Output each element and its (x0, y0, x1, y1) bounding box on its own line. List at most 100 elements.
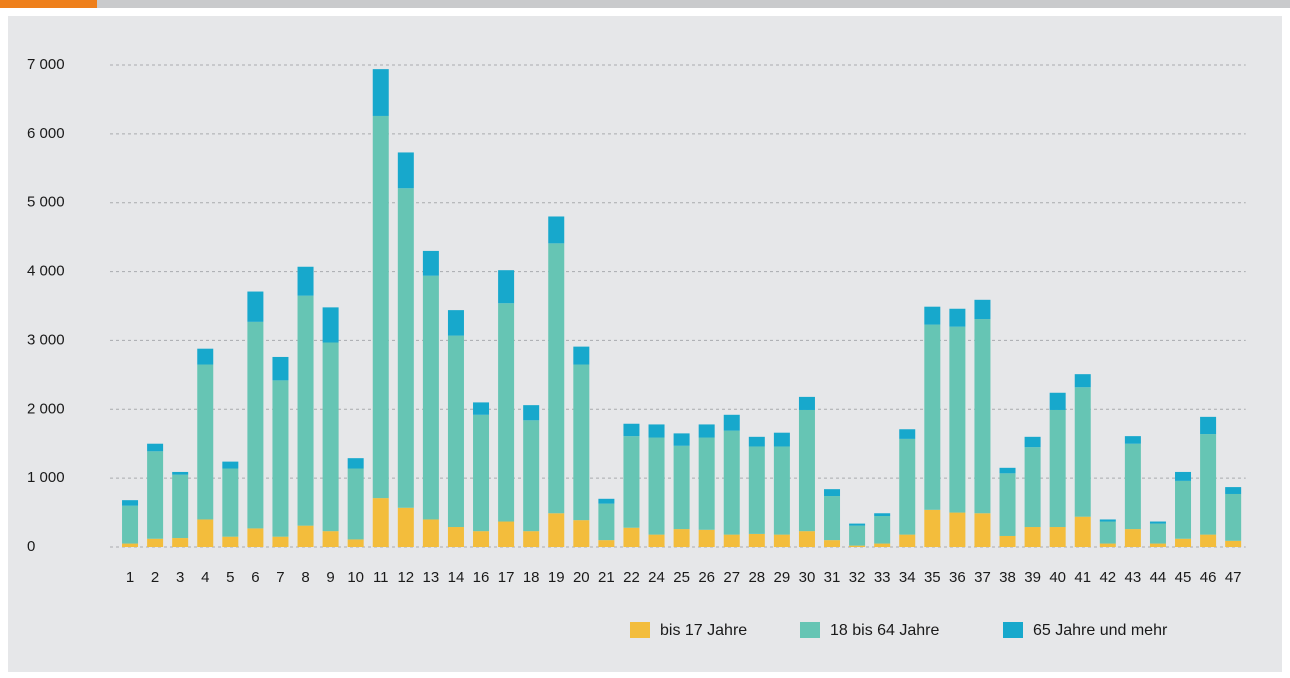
bar-segment (1200, 534, 1217, 547)
bar-segment (523, 405, 540, 421)
bar-segment (1074, 516, 1091, 547)
x-tick-label: 39 (1024, 569, 1041, 586)
bar-segment (773, 432, 790, 447)
x-tick-label: 44 (1150, 569, 1167, 586)
bar-segment (974, 513, 991, 547)
y-tick-label: 3 000 (27, 331, 65, 348)
bar-segment (623, 423, 640, 437)
accent-strip (0, 0, 97, 8)
x-tick-label: 25 (673, 569, 690, 586)
bar-segment (1225, 487, 1242, 494)
bar-segment (523, 420, 540, 532)
bar-segment (422, 275, 439, 520)
bar-segment (949, 308, 966, 327)
bar-segment (1099, 519, 1116, 522)
bar-segment (1099, 521, 1116, 544)
legend-swatch (800, 622, 820, 638)
bar-segment (473, 402, 490, 415)
bar-segment (272, 380, 289, 537)
x-tick-label: 8 (301, 569, 309, 586)
bar-segment (698, 529, 715, 547)
top-strip (0, 0, 1290, 8)
bar-segment (422, 519, 439, 547)
bar-segment (1175, 471, 1192, 481)
x-tick-label: 2 (151, 569, 159, 586)
bar-segment (422, 250, 439, 276)
x-tick-label: 28 (748, 569, 765, 586)
bar-segment (1225, 493, 1242, 541)
bar-segment (748, 446, 765, 534)
bar-segment (1074, 387, 1091, 517)
bar-segment (1149, 543, 1166, 547)
bar-segment (999, 473, 1016, 536)
y-tick-label: 1 000 (27, 469, 65, 486)
bar-segment (1024, 436, 1041, 448)
bar-segment (623, 436, 640, 528)
bar-segment (673, 433, 690, 446)
x-tick-label: 31 (824, 569, 841, 586)
x-tick-label: 42 (1099, 569, 1116, 586)
x-tick-label: 36 (949, 569, 966, 586)
bar-segment (1149, 523, 1166, 544)
bar-segment (1049, 392, 1066, 410)
x-tick-label: 17 (498, 569, 515, 586)
x-tick-label: 26 (698, 569, 715, 586)
x-tick-label: 22 (623, 569, 640, 586)
bar-segment (748, 436, 765, 447)
bar-segment (222, 468, 239, 537)
x-tick-label: 29 (774, 569, 791, 586)
x-tick-label: 27 (723, 569, 740, 586)
bar-segment (924, 324, 941, 510)
bar-segment (1175, 538, 1192, 547)
bar-segment (698, 437, 715, 530)
y-tick-label: 7 000 (27, 56, 65, 73)
bar-segment (1124, 529, 1141, 547)
x-tick-label: 5 (226, 569, 234, 586)
bar-segment (197, 364, 214, 520)
x-tick-label: 34 (899, 569, 916, 586)
bar-segment (1074, 374, 1091, 388)
bar-segment (1200, 434, 1217, 535)
bar-segment (498, 521, 515, 547)
legend-swatch (630, 622, 650, 638)
bar-segment (648, 437, 665, 535)
bar-segment (974, 319, 991, 514)
x-tick-label: 14 (448, 569, 465, 586)
bar-segment (222, 536, 239, 547)
x-tick-label: 24 (648, 569, 665, 586)
bar-segment (147, 443, 164, 452)
y-tick-label: 4 000 (27, 263, 65, 280)
bar-segment (673, 445, 690, 530)
bar-segment (673, 529, 690, 547)
bar-segment (849, 523, 866, 526)
y-tick-label: 5 000 (27, 194, 65, 211)
x-tick-label: 20 (573, 569, 590, 586)
bar-segment (1124, 436, 1141, 444)
bar-segment (648, 534, 665, 547)
x-tick-label: 45 (1175, 569, 1192, 586)
bar-segment (899, 429, 916, 439)
x-tick-label: 6 (251, 569, 259, 586)
y-tick-label: 0 (27, 538, 35, 555)
bar-segment (899, 438, 916, 535)
bar-segment (447, 335, 464, 528)
bar-segment (723, 534, 740, 547)
bar-segment (1049, 527, 1066, 547)
bar-segment (949, 512, 966, 547)
bar-segment (849, 545, 866, 547)
bar-segment (222, 461, 239, 469)
bar-segment (272, 356, 289, 381)
legend-swatch (1003, 622, 1023, 638)
bar-segment (523, 531, 540, 547)
bar-segment (748, 533, 765, 547)
bar-segment (147, 538, 164, 547)
bar-segment (598, 503, 615, 541)
bar-segment (623, 527, 640, 547)
bar-segment (297, 295, 314, 526)
bar-segment (598, 498, 615, 504)
x-tick-label: 10 (347, 569, 364, 586)
x-tick-label: 3 (176, 569, 184, 586)
y-tick-label: 2 000 (27, 400, 65, 417)
x-tick-label: 12 (397, 569, 414, 586)
